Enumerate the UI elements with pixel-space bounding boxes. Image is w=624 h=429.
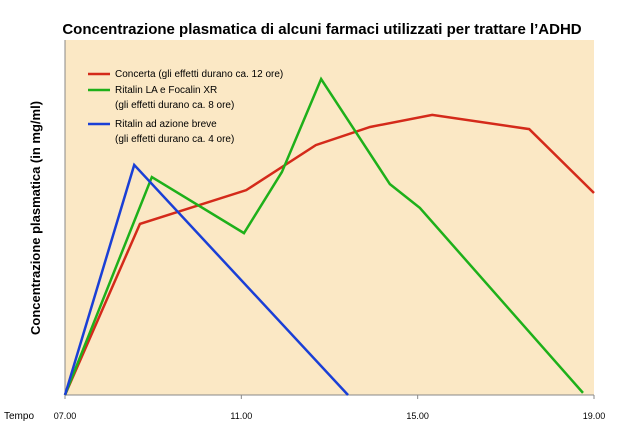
legend-label: Ritalin ad azione breve (gli effetti dur… (115, 119, 235, 145)
x-tick-label: 11.00 (230, 411, 252, 421)
legend-label: Concerta (gli effetti durano ca. 12 ore) (115, 69, 284, 80)
series-line (63, 76, 584, 396)
x-tick-label: 19.00 (583, 411, 606, 421)
x-tick-label: 15.00 (406, 411, 429, 421)
chart-title: Concentrazione plasmatica di alcuni farm… (62, 21, 581, 38)
plot-background (65, 40, 594, 395)
x-tick-label: 07.00 (54, 411, 77, 421)
x-axis-label: Tempo (4, 411, 34, 422)
series-line (63, 113, 595, 396)
series-line (63, 162, 349, 396)
y-axis-label: Concentrazione plasmatica (in mg/ml) (28, 101, 43, 335)
legend-label: Ritalin LA e Focalin XR (gli effetti dur… (115, 85, 235, 111)
